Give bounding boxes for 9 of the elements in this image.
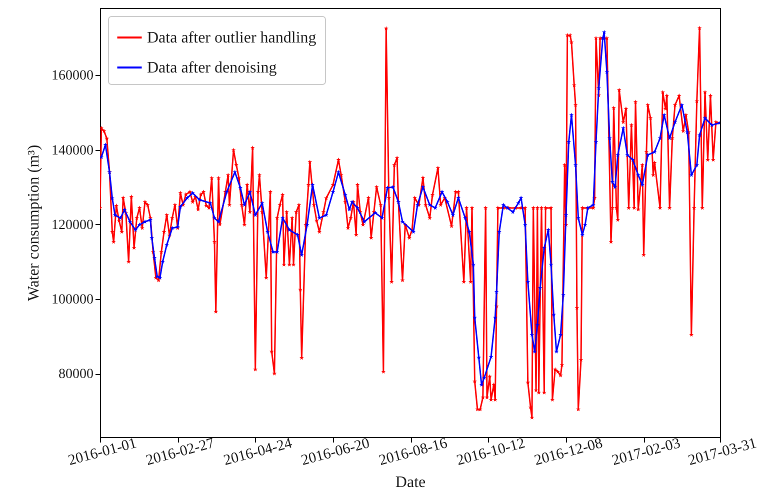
y-tick-label: 160000 xyxy=(52,68,94,84)
y-tick-label: 100000 xyxy=(52,292,94,308)
legend-label: Data after denoising xyxy=(147,60,277,76)
y-tick-label: 120000 xyxy=(52,218,94,233)
x-axis-title: Date xyxy=(395,474,426,492)
y-tick-label: 140000 xyxy=(52,143,94,158)
y-axis-title: Water consumption (m³) xyxy=(26,144,42,302)
y-tick-label: 80000 xyxy=(58,367,94,382)
legend-label: Data after outlier handling xyxy=(147,30,316,46)
